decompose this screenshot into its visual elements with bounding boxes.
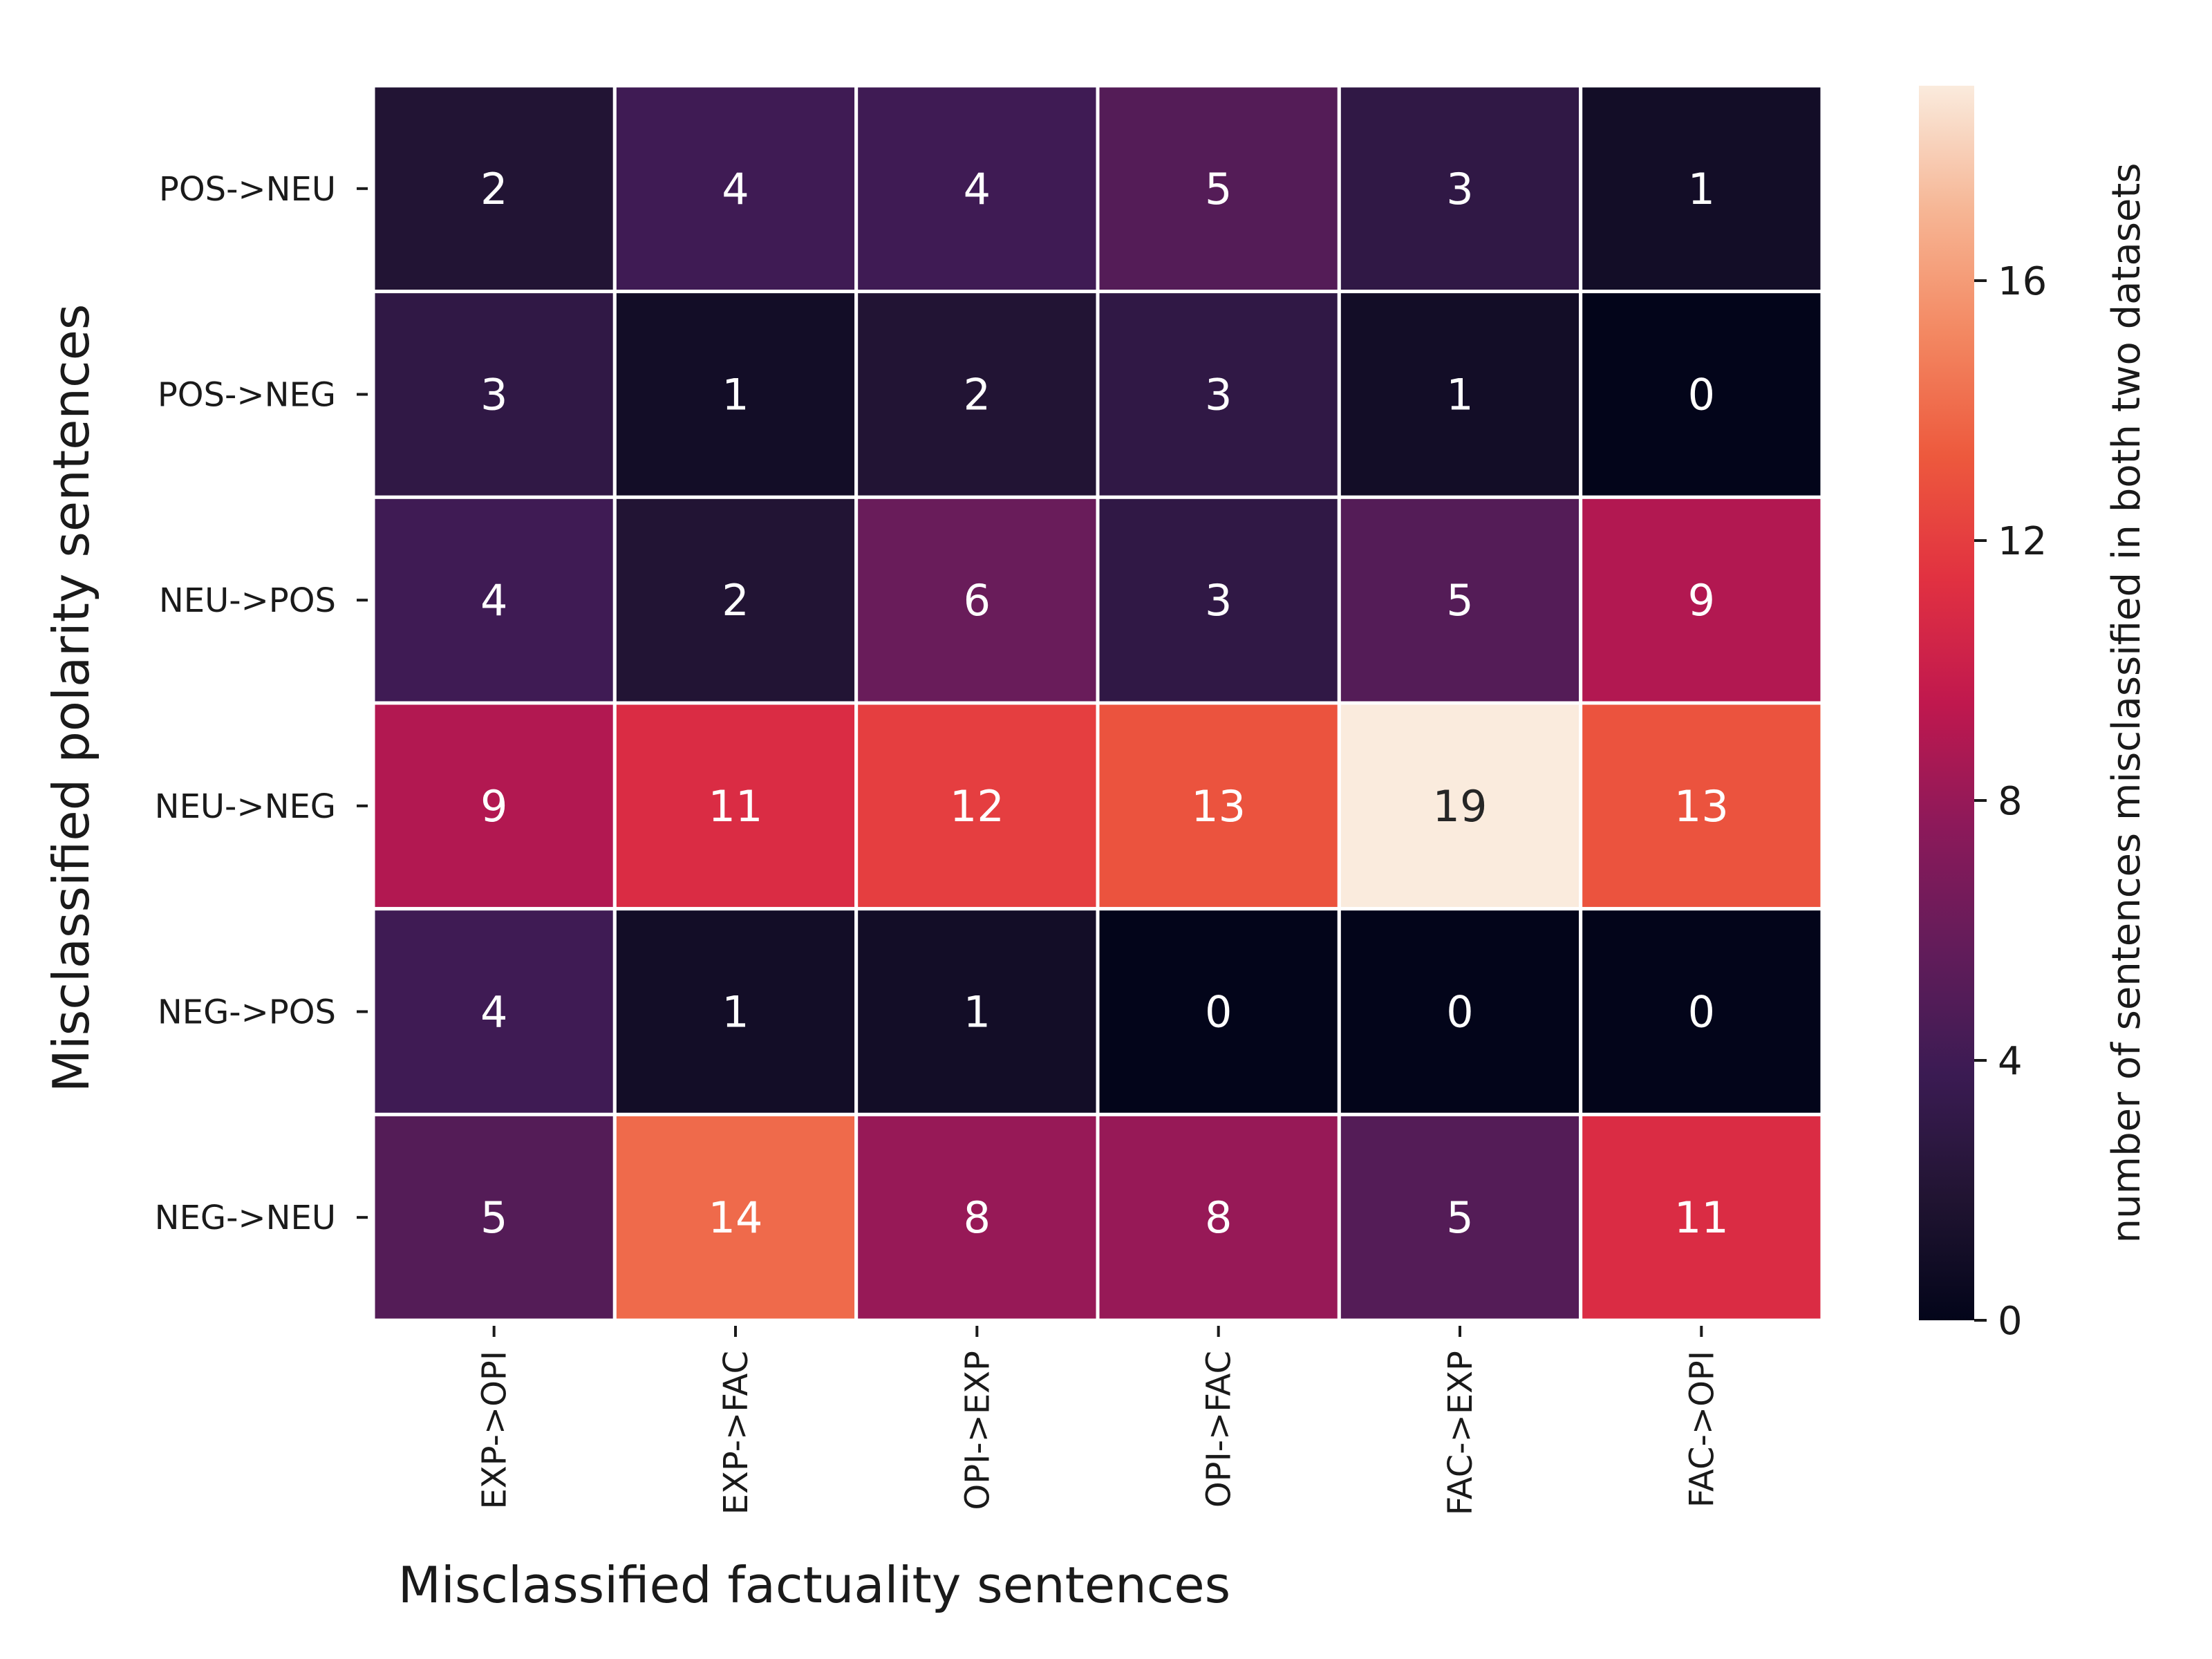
heatmap-cell — [1096, 84, 1341, 294]
y-tick-label: NEG->NEU — [155, 1199, 336, 1237]
cell-value-label: 0 — [1688, 370, 1715, 420]
heatmap-cell — [1096, 1112, 1341, 1322]
heatmap-cell — [1579, 290, 1824, 499]
x-tick-label: OPI->FAC — [1200, 1351, 1239, 1508]
cell-value-label: 1 — [1688, 164, 1715, 214]
heatmap-cell — [612, 290, 859, 499]
heatmap-cell — [371, 701, 617, 911]
cell-value-label: 13 — [1674, 781, 1729, 832]
cell-value-label: 11 — [709, 781, 763, 832]
cell-value-label: 11 — [1674, 1192, 1729, 1243]
colorbar-tick-label: 0 — [1998, 1299, 2023, 1344]
colorbar-tick-label: 8 — [1998, 779, 2023, 824]
cell-value-label: 0 — [1205, 987, 1232, 1038]
heatmap-cell — [371, 84, 617, 294]
colorbar: 0 4 8 12 16 number of sentences misclassifie… — [1919, 86, 2149, 1344]
cell-value-label: 2 — [480, 164, 507, 214]
cell-value-label: 1 — [1446, 370, 1473, 420]
y-tick-label: NEU->NEG — [155, 787, 336, 826]
heatmap-cell — [854, 84, 1100, 294]
colorbar-label: number of sentences misclassified in bot… — [2104, 163, 2149, 1244]
heatmap-cells — [371, 84, 1824, 1322]
heatmap-cell — [612, 84, 859, 294]
cell-value-label: 5 — [1205, 164, 1232, 214]
x-axis-title: Misclassified factuality sentences — [398, 1556, 1230, 1614]
x-tick-label: EXP->FAC — [717, 1351, 756, 1515]
heatmap-cell — [854, 907, 1100, 1116]
cell-value-label: 5 — [1446, 1192, 1473, 1243]
cell-value-label: 8 — [1205, 1192, 1232, 1243]
y-axis: POS->NEU POS->NEG NEU->POS NEU->NEG NEG->POS… — [155, 170, 368, 1237]
x-tick-label: EXP->OPI — [476, 1351, 514, 1510]
heatmap-cell — [612, 701, 859, 911]
heatmap-cell — [371, 907, 617, 1116]
cell-value-label: 0 — [1688, 987, 1715, 1038]
y-axis-title: Misclassified polarity sentences — [42, 304, 100, 1093]
x-tick-label: FAC->EXP — [1441, 1351, 1480, 1515]
y-tick-label: POS->NEU — [159, 170, 336, 209]
cell-value-label: 8 — [964, 1192, 991, 1243]
cell-value-label: 9 — [480, 781, 507, 832]
cell-value-label: 4 — [722, 164, 749, 214]
cell-value-label: 3 — [1205, 575, 1232, 626]
colorbar-gradient — [1919, 86, 1974, 1320]
heatmap-cell — [1096, 290, 1341, 499]
cell-value-label: 4 — [480, 575, 507, 626]
cell-value-label: 4 — [480, 987, 507, 1038]
cell-value-label: 13 — [1191, 781, 1246, 832]
cell-value-label: 2 — [964, 370, 991, 420]
heatmap-cell — [1337, 907, 1583, 1116]
heatmap-cell — [1337, 701, 1583, 911]
cell-value-label: 5 — [1446, 575, 1473, 626]
cell-value-label: 1 — [964, 987, 991, 1038]
x-tick-label: FAC->OPI — [1683, 1351, 1721, 1508]
heatmap-cell — [371, 1112, 617, 1322]
cell-annotations: 2 4 4 5 3 13 1 2 3 1 04 2 6 3 5 99 11 12 13 19 134 1 1 0 0 05 14 8 8… — [480, 164, 1729, 1243]
colorbar-ticks: 0 4 8 12 16 — [1974, 259, 2047, 1344]
cell-value-label: 2 — [722, 575, 749, 626]
y-tick-label: NEG->POS — [158, 993, 336, 1032]
heatmap-cell — [1579, 907, 1824, 1116]
heatmap-cell — [1337, 495, 1583, 705]
cell-value-label: 9 — [1688, 575, 1715, 626]
cell-value-label: 0 — [1446, 987, 1473, 1038]
heatmap-cell — [1579, 84, 1824, 294]
cell-value-label: 12 — [950, 781, 1004, 832]
cell-value-label: 19 — [1433, 781, 1488, 832]
heatmap-cell — [612, 495, 859, 705]
heatmap-cell — [1579, 495, 1824, 705]
cell-value-label: 6 — [964, 575, 991, 626]
colorbar-tick-label: 16 — [1998, 259, 2047, 304]
x-axis: EXP->OPI EXP->FAC OPI->EXP OPI->FAC FAC->EXP… — [476, 1326, 1721, 1515]
cell-value-label: 1 — [722, 370, 749, 420]
x-tick-label: OPI->EXP — [958, 1351, 997, 1510]
cell-value-label: 4 — [964, 164, 991, 214]
cell-value-label: 3 — [1446, 164, 1473, 214]
heatmap-cell — [1579, 701, 1824, 911]
heatmap-cell — [1096, 495, 1341, 705]
colorbar-tick-label: 12 — [1998, 519, 2047, 564]
heatmap-cell — [1096, 907, 1341, 1116]
cell-value-label: 1 — [722, 987, 749, 1038]
y-tick-label: NEU->POS — [159, 581, 336, 620]
heatmap-cell — [1096, 701, 1341, 911]
cell-value-label: 3 — [1205, 370, 1232, 420]
heatmap-cell — [1579, 1112, 1824, 1322]
heatmap-cell — [854, 701, 1100, 911]
heatmap-cell — [1337, 1112, 1583, 1322]
cell-value-label: 3 — [480, 370, 507, 420]
y-tick-label: POS->NEG — [158, 376, 336, 415]
cell-value-label: 5 — [480, 1192, 507, 1243]
colorbar-tick-label: 4 — [1998, 1039, 2023, 1084]
cell-value-label: 14 — [709, 1192, 763, 1243]
